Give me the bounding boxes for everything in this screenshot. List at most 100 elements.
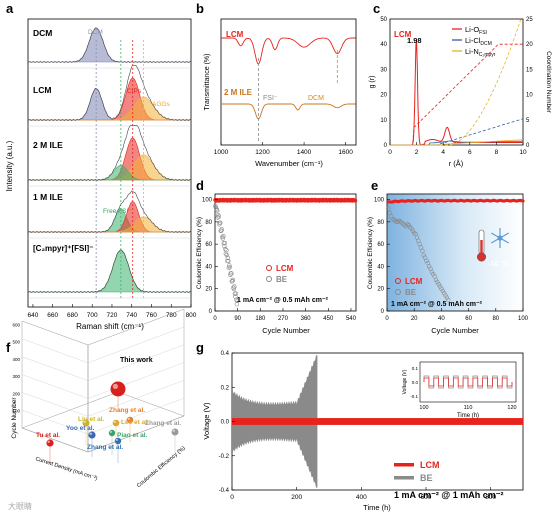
f-ztick-1: 200	[12, 391, 20, 396]
series-label-lcm-c: LCM	[394, 30, 412, 39]
ce-plot-rt	[213, 197, 358, 307]
ftir-line-lcm	[221, 37, 356, 65]
f-bubble-3	[112, 419, 120, 427]
c-y2tick-label-2: 10	[526, 93, 533, 99]
c-y2tick-label-0: 0	[526, 143, 530, 149]
be-ce-point-e	[412, 230, 417, 236]
be-ce-point-e	[406, 223, 411, 228]
inset: Time (h) Voltage (V) 100 110 120 0.1 0.0…	[402, 361, 517, 419]
be-ce-point-e	[390, 217, 395, 222]
f-bubble-4	[88, 431, 96, 439]
panel-a-xticks: 640 660 680 700 720 740 760 780 800	[28, 304, 197, 319]
panel-f-xlabel: Current Density (mA cm⁻²)	[34, 456, 98, 482]
condition-e: 1 mA cm⁻² @ 0.5 mAh cm⁻²	[391, 301, 483, 308]
e-xtick-label-5: 100	[518, 316, 529, 322]
panel-e-frame	[386, 193, 524, 312]
d-xtick-label-0: 0	[213, 316, 217, 322]
panel-f-points: This work Zhang et al. Liu et al. Lee et al…	[36, 357, 181, 465]
legend-marker-lcm-d	[266, 265, 272, 271]
panel-a-ylabel: Intensity (a.u.)	[5, 140, 14, 191]
e-xtick-label-2: 40	[438, 316, 445, 322]
f-bubble-highlight-7	[115, 438, 118, 441]
f-ztick-0: 100	[12, 409, 20, 414]
d-xtick-label-6: 540	[346, 316, 357, 322]
panel-c-xlabel: r (Å)	[449, 159, 464, 168]
e-xtick-label-4: 80	[492, 316, 499, 322]
e-xtick-label-3: 60	[465, 316, 472, 322]
be-ce-point	[219, 227, 224, 232]
f-point-label-5: Piao et al.	[117, 432, 148, 439]
annot-fsi: FSI⁻	[263, 95, 278, 102]
trace-envelope-2	[27, 125, 192, 181]
f-point-label-0: This work	[120, 357, 153, 364]
trace-3-component-1	[28, 201, 191, 233]
annot-aggs: AGGs	[152, 101, 170, 108]
f-point-label-8: Zhang et al.	[145, 420, 181, 427]
c-ytick-label-3: 30	[380, 67, 387, 73]
panel-letter-c: c	[373, 1, 380, 16]
be-ce-point-e	[403, 224, 409, 229]
be-ce-point	[221, 233, 226, 239]
c-ytick-label-5: 50	[380, 17, 387, 23]
panel-letter-e: e	[371, 178, 378, 193]
f-bubble-0	[110, 381, 126, 397]
inset-ytick-mid: 0.0	[412, 380, 419, 385]
f-grid-z-right	[87, 326, 185, 364]
be-ce-point	[216, 214, 221, 219]
legend-marker-be-d	[266, 276, 272, 282]
be-ce-point	[220, 236, 226, 241]
be-ce-point	[215, 215, 220, 220]
f-ztick-2: 300	[12, 374, 20, 379]
f-grid-z-right	[87, 344, 185, 381]
inset-ylabel: Voltage (V)	[402, 369, 408, 394]
inset-voltage	[423, 375, 513, 389]
g-xtick-label-4: 800	[485, 494, 496, 501]
f-grid-z-left	[21, 374, 89, 399]
e-ytick-label-5: 100	[374, 198, 385, 204]
be-ce-point-e	[420, 248, 425, 254]
be-ce-point	[226, 258, 231, 264]
thermometer-icon	[476, 229, 486, 262]
panel-letter-f: f	[6, 340, 11, 355]
panel-g-xlabel: Time (h)	[363, 503, 391, 512]
peak-label: 1.98	[407, 36, 422, 45]
cn-li-n	[390, 18, 523, 146]
be-ce-point-e	[429, 269, 435, 275]
g-ytick-label-4: 0.4	[221, 351, 230, 357]
panel-e-xlabel: Cycle Number	[431, 326, 479, 335]
d-ytick-label-2: 40	[205, 264, 212, 270]
panel-letter-d: d	[196, 178, 204, 193]
e-ytick-label-1: 20	[377, 287, 384, 293]
c-ytick-label-2: 20	[380, 93, 387, 99]
be-ce-point-e	[397, 218, 402, 223]
lcm-ce-markers-e	[386, 198, 525, 204]
g-ytick-label-1: -0.2	[219, 454, 230, 460]
panel-b: b 1000 1200 1400 1600 Transmittance (%) Wav…	[196, 1, 357, 168]
be-ce-point	[224, 248, 229, 253]
legend-be-d: BE	[276, 275, 288, 284]
trace-4-component-0	[28, 249, 191, 293]
trace-3-component-2	[28, 216, 191, 233]
c-xtick-label-1: 2	[415, 149, 419, 156]
inset-ytick-top: 0.1	[412, 366, 419, 371]
be-ce-point-e	[424, 258, 429, 264]
be-ce-point-e	[399, 220, 405, 226]
panel-d-ticks: 0 90 180 270 360 450 540 0 20 40 60 80 100	[202, 198, 357, 322]
be-ce-point-e	[426, 264, 432, 269]
be-ce-point	[229, 271, 234, 276]
be-ce-point	[235, 298, 240, 304]
f-grid-z-left	[21, 409, 89, 435]
be-ce-point	[222, 243, 227, 249]
f-grid-z-right	[87, 397, 185, 435]
c-y2tick-label-5: 25	[526, 17, 533, 23]
annot-cips: CIPs	[127, 88, 142, 95]
c-y2tick-label-4: 20	[526, 42, 533, 48]
panel-c-y2label: Coordination Number	[545, 51, 552, 114]
be-ce-point-e	[439, 286, 444, 291]
be-ce-point-e	[410, 228, 416, 233]
cold-background	[387, 194, 523, 311]
be-ce-point-e	[407, 225, 413, 230]
lcm-ce-markers	[213, 197, 358, 203]
